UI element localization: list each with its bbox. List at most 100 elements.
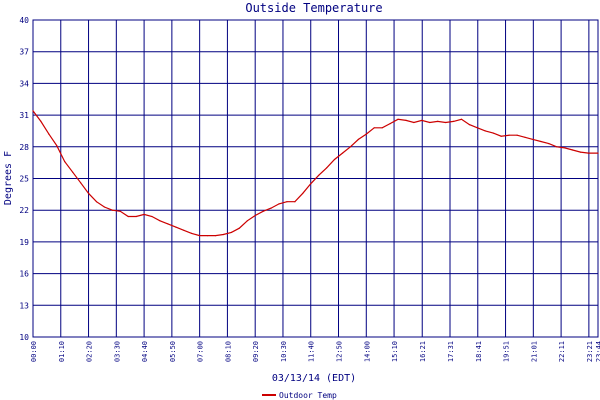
data-point — [294, 201, 296, 203]
data-point — [286, 201, 288, 203]
data-point — [103, 206, 105, 208]
data-point — [167, 223, 169, 225]
data-point — [32, 110, 34, 112]
y-tick-label: 16 — [19, 270, 29, 279]
x-tick-label: 09:20 — [252, 341, 260, 362]
grid — [32, 19, 599, 338]
x-tick-label: 00:00 — [30, 341, 38, 362]
data-point — [548, 143, 550, 145]
x-tick-label: 15:10 — [391, 341, 399, 362]
data-point — [597, 152, 599, 154]
x-tick-label: 02:20 — [86, 341, 94, 362]
y-tick-label: 28 — [19, 143, 29, 152]
y-tick-label: 37 — [19, 48, 29, 57]
x-tick-label: 11:40 — [308, 341, 316, 362]
x-tick-label: 17:31 — [447, 341, 455, 362]
data-point — [135, 215, 137, 218]
data-point — [333, 158, 336, 161]
series-line-outdoor-temp — [32, 110, 598, 237]
data-point — [349, 146, 351, 148]
y-tick-label: 34 — [19, 79, 29, 88]
data-point — [95, 201, 98, 203]
data-point — [262, 210, 264, 212]
data-point — [238, 227, 240, 229]
data-point — [151, 215, 153, 218]
data-point — [302, 192, 304, 194]
data-point — [222, 233, 224, 236]
data-point — [341, 152, 344, 154]
x-tick-label: 19:51 — [503, 341, 511, 362]
y-tick-label: 40 — [19, 16, 29, 25]
data-point — [56, 145, 58, 147]
x-tick-label: 23:21 — [586, 341, 594, 362]
x-tick-label: 12:50 — [336, 341, 344, 362]
data-point — [207, 235, 209, 237]
data-point — [72, 171, 74, 173]
data-point — [460, 118, 463, 120]
data-point — [270, 207, 272, 209]
data-point — [373, 127, 375, 129]
data-point — [278, 203, 280, 205]
x-tick-label: 18:41 — [475, 341, 483, 362]
data-point — [437, 120, 439, 122]
x-tick-label: 22:11 — [558, 341, 566, 362]
data-point — [246, 220, 248, 222]
x-tick-label: 08:10 — [224, 341, 232, 362]
data-point — [310, 183, 312, 185]
data-point — [381, 127, 383, 129]
data-point — [80, 182, 82, 184]
x-tick-label: 10:30 — [280, 341, 288, 362]
data-point — [143, 213, 145, 215]
data-point — [111, 209, 113, 211]
data-point — [445, 121, 447, 124]
data-point — [326, 167, 328, 169]
x-tick-label: 14:00 — [363, 341, 371, 362]
data-point — [64, 161, 66, 163]
legend: Outdoor Temp — [262, 391, 337, 400]
y-tick-label: 22 — [19, 206, 29, 215]
data-point — [492, 132, 494, 134]
x-tick-label: 03:30 — [113, 341, 121, 362]
data-point — [389, 123, 391, 125]
data-point — [508, 134, 510, 136]
data-point — [484, 130, 486, 132]
data-point — [500, 135, 502, 137]
legend-label: Outdoor Temp — [279, 391, 337, 400]
y-tick-labels: 10 13 16 19 22 25 28 31 34 37 40 — [19, 16, 29, 342]
data-point — [175, 226, 177, 228]
y-tick-label: 10 — [19, 333, 29, 342]
y-tick-label: 19 — [19, 238, 29, 247]
data-point — [365, 133, 367, 135]
y-axis-label: Degrees F — [3, 151, 14, 205]
data-point — [587, 152, 590, 154]
data-point — [516, 134, 518, 136]
data-point — [318, 174, 320, 176]
data-point — [421, 119, 423, 121]
data-point — [476, 127, 478, 129]
data-point — [453, 120, 455, 122]
data-point — [413, 121, 415, 124]
data-point — [564, 147, 566, 149]
x-tick-labels: 00:00 01:10 02:20 03:30 04:40 05:50 07:00 08:10… — [30, 341, 600, 362]
data-point — [40, 120, 42, 122]
x-axis-label: 03/13/14 (EDT) — [272, 373, 356, 384]
x-tick-label: 05:50 — [169, 341, 177, 362]
data-point — [429, 121, 431, 124]
data-point — [468, 124, 470, 126]
data-point — [48, 133, 50, 135]
data-point — [397, 118, 399, 120]
data-point — [159, 220, 161, 222]
y-tick-label: 13 — [19, 301, 29, 310]
y-tick-label: 31 — [19, 111, 29, 120]
data-point — [87, 192, 90, 194]
data-point — [556, 146, 558, 148]
data-point — [357, 138, 359, 140]
y-tick-label: 25 — [19, 175, 29, 184]
data-point — [532, 138, 534, 140]
data-point — [579, 151, 582, 153]
data-point — [230, 231, 232, 233]
data-point — [183, 229, 185, 231]
x-tick-label: 04:40 — [141, 341, 149, 362]
chart-title: Outside Temperature — [245, 1, 382, 15]
